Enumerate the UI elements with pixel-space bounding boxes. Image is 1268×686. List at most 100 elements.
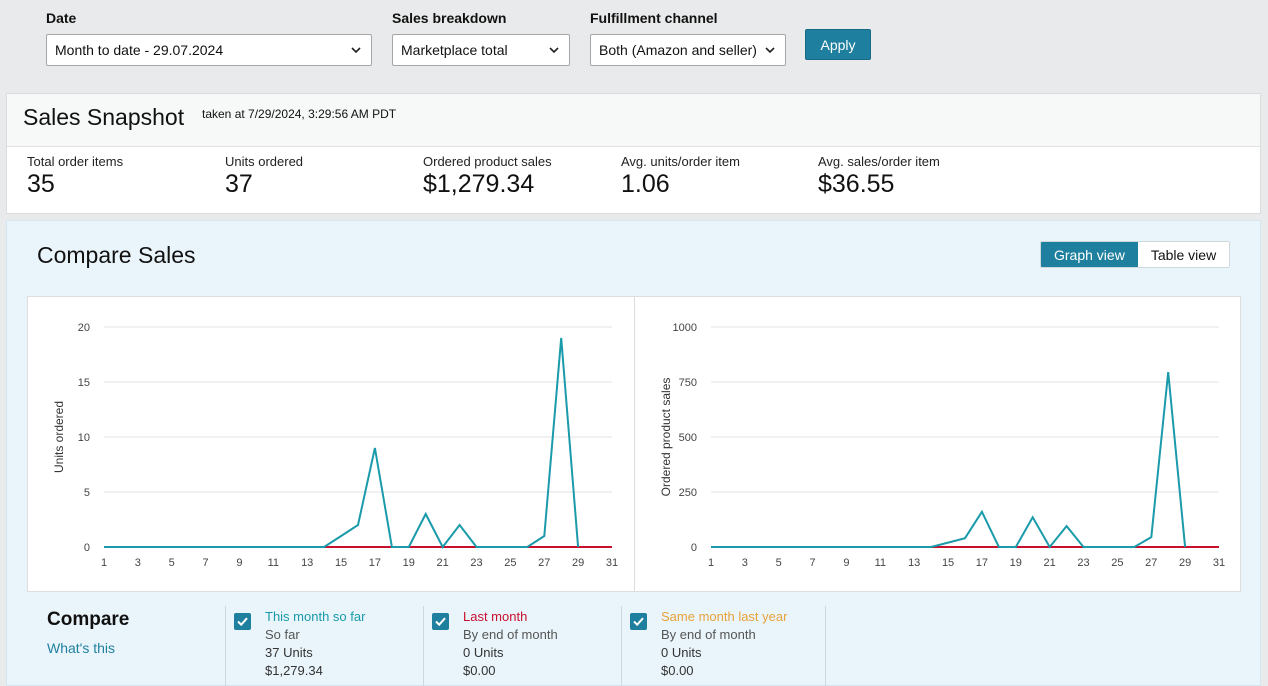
- apply-button[interactable]: Apply: [805, 29, 871, 60]
- x-tick-label: 15: [335, 557, 347, 569]
- x-tick-label: 13: [908, 557, 920, 569]
- series-units: 0 Units: [463, 645, 504, 660]
- x-tick-label: 17: [976, 557, 988, 569]
- snapshot-title: Sales Snapshot: [23, 104, 185, 130]
- x-tick-label: 3: [742, 557, 748, 569]
- x-tick-label: 31: [606, 557, 618, 569]
- date-label: Date: [46, 10, 77, 26]
- y-tick-label: 750: [679, 377, 697, 389]
- x-tick-label: 3: [135, 557, 141, 569]
- metric-label: Ordered product sales: [423, 154, 552, 169]
- channel-filter: Fulfillment channel Both (Amazon and sel…: [590, 10, 786, 66]
- x-tick-label: 15: [942, 557, 954, 569]
- chevron-down-icon: [351, 47, 361, 54]
- whats-this-link[interactable]: What's this: [47, 640, 116, 656]
- compare-last-year: Same month last year By end of month 0 U…: [621, 606, 826, 686]
- breakdown-label: Sales breakdown: [392, 10, 507, 26]
- x-tick-label: 21: [437, 557, 449, 569]
- metric-label: Units ordered: [225, 154, 304, 169]
- compare-text: Same month last year By end of month 0 U…: [661, 608, 787, 680]
- x-tick-label: 19: [1010, 557, 1022, 569]
- compare-this-month: This month so far So far 37 Units $1,279…: [225, 606, 423, 686]
- x-tick-label: 9: [843, 557, 849, 569]
- metric-value: 35: [27, 170, 55, 198]
- chevron-down-icon: [765, 47, 775, 54]
- metric-label: Avg. units/order item: [621, 154, 740, 169]
- compare-text: Last month By end of month 0 Units $0.00: [463, 608, 558, 680]
- metric-value: 37: [225, 170, 253, 198]
- compare-sales-title: Compare Sales: [37, 242, 196, 268]
- view-toggle: Graph view Table view: [1040, 241, 1231, 268]
- breakdown-select-value: Marketplace total: [401, 42, 508, 58]
- checkbox-last-month[interactable]: [432, 613, 449, 630]
- x-tick-label: 1: [708, 557, 714, 569]
- compare-sales-panel: Compare Sales Graph view Table view 0 5 10…: [6, 220, 1261, 686]
- x-tick-label: 29: [1179, 557, 1191, 569]
- series-name: Same month last year: [661, 609, 788, 624]
- channel-select-value: Both (Amazon and seller): [599, 42, 757, 58]
- metric-avg-units: Avg. units/order item 1.06: [621, 154, 740, 199]
- x-tick-label: 1: [101, 557, 107, 569]
- series-sales: $0.00: [463, 663, 496, 678]
- x-tick-label: 11: [875, 557, 886, 569]
- date-select[interactable]: Month to date - 29.07.2024: [46, 34, 372, 66]
- compare-last-month: Last month By end of month 0 Units $0.00: [423, 606, 621, 686]
- y-tick-label: 250: [679, 487, 697, 499]
- charts-container: 0 5 10 15 20 1 3 5 7 9 11 13 15 17 19 21 23 25 27 29 31 Units…: [27, 296, 1241, 592]
- x-tick-label: 25: [1111, 557, 1123, 569]
- breakdown-filter: Sales breakdown Marketplace total: [392, 10, 570, 66]
- metric-label: Avg. sales/order item: [818, 154, 940, 169]
- x-tick-label: 29: [572, 557, 584, 569]
- snapshot-timestamp: taken at 7/29/2024, 3:29:56 AM PDT: [202, 107, 397, 121]
- metric-avg-sales: Avg. sales/order item $36.55: [818, 154, 940, 199]
- series-name: This month so far: [265, 609, 366, 624]
- graph-view-button[interactable]: Graph view: [1041, 242, 1138, 267]
- date-select-value: Month to date - 29.07.2024: [55, 42, 224, 58]
- sales-snapshot: Sales Snapshot taken at 7/29/2024, 3:29:…: [6, 93, 1261, 214]
- y-tick-label: 15: [78, 377, 90, 389]
- check-icon: [633, 617, 644, 627]
- metric-ordered-product-sales: Ordered product sales $1,279.34: [423, 154, 552, 199]
- x-tick-label: 25: [504, 557, 516, 569]
- series-units: 37 Units: [265, 645, 313, 660]
- x-tick-label: 5: [169, 557, 175, 569]
- y-tick-label: 0: [84, 542, 90, 554]
- x-tick-label: 7: [203, 557, 209, 569]
- channel-select[interactable]: Both (Amazon and seller): [590, 34, 786, 66]
- y-tick-label: 0: [691, 542, 697, 554]
- series-sales: $0.00: [661, 663, 694, 678]
- snapshot-header: Sales Snapshot taken at 7/29/2024, 3:29:…: [7, 94, 1260, 147]
- series-units: 0 Units: [661, 645, 702, 660]
- x-tick-label: 19: [403, 557, 415, 569]
- y-tick-label: 10: [78, 432, 90, 444]
- checkbox-this-month[interactable]: [234, 613, 251, 630]
- y-tick-label: 5: [84, 487, 90, 499]
- x-tick-label: 17: [369, 557, 381, 569]
- table-view-button[interactable]: Table view: [1137, 242, 1230, 267]
- x-tick-label: 23: [1077, 557, 1089, 569]
- sales-chart: 0 250 500 750 1000 1 3 5 7 9 11 13 15 17 19 21 23 25 27 29 3…: [635, 297, 1241, 591]
- x-tick-label: 11: [268, 557, 279, 569]
- y-axis-label: Ordered product sales: [659, 378, 673, 497]
- x-tick-label: 5: [776, 557, 782, 569]
- x-tick-label: 7: [810, 557, 816, 569]
- date-filter: Date Month to date - 29.07.2024: [46, 10, 372, 66]
- series-line: [711, 371, 1187, 549]
- breakdown-select[interactable]: Marketplace total: [392, 34, 570, 66]
- metric-total-order-items: Total order items 35: [27, 154, 123, 199]
- y-tick-label: 20: [78, 322, 90, 334]
- series-sub: By end of month: [661, 627, 756, 642]
- compare-label: Compare: [47, 609, 130, 630]
- metric-value: $1,279.34: [423, 170, 535, 198]
- check-icon: [237, 617, 248, 627]
- y-tick-label: 500: [679, 432, 697, 444]
- series-line: [104, 337, 580, 549]
- x-tick-label: 13: [301, 557, 313, 569]
- series-sub: So far: [265, 627, 300, 642]
- series-sales: $1,279.34: [265, 663, 323, 678]
- filter-bar: Date Month to date - 29.07.2024 Sales br…: [0, 0, 1268, 88]
- metric-value: 1.06: [621, 170, 670, 198]
- checkbox-last-year[interactable]: [630, 613, 647, 630]
- x-tick-label: 23: [470, 557, 482, 569]
